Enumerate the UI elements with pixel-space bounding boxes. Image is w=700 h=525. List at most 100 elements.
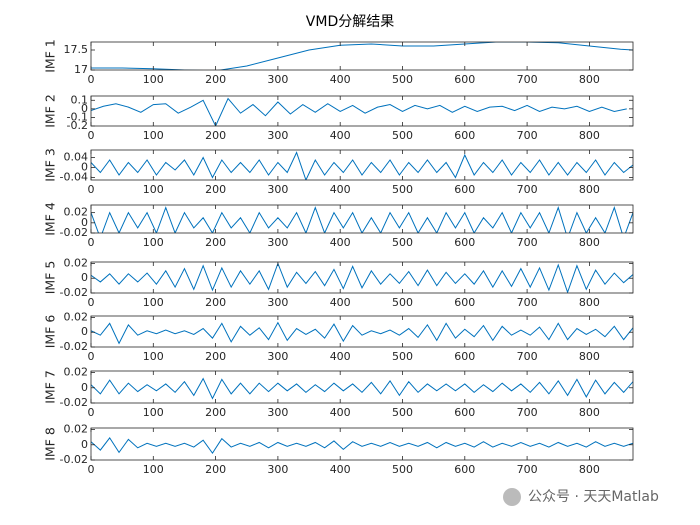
- x-tick-label: 800: [579, 463, 600, 476]
- x-tick-label: 500: [392, 463, 413, 476]
- y-axis-label: IMF 7: [43, 370, 58, 404]
- axes-background: [91, 371, 633, 403]
- y-tick-label: 0: [81, 102, 88, 115]
- watermark: 公众号 · 天天Matlab: [528, 489, 659, 505]
- y-tick-label: 0: [81, 271, 88, 284]
- x-tick-label: 600: [454, 129, 475, 142]
- x-tick-label: 800: [579, 73, 600, 86]
- x-tick-label: 600: [454, 183, 475, 196]
- axes-background: [91, 42, 633, 70]
- axes-box: [90, 370, 634, 404]
- y-tick-label: 0.02: [64, 366, 89, 379]
- axes-box: [90, 41, 634, 71]
- x-tick-label: 200: [205, 350, 226, 363]
- x-tick-label: 0: [88, 236, 95, 249]
- signal-line: [91, 437, 633, 455]
- x-tick-label: 800: [579, 296, 600, 309]
- y-axis-label: IMF 8: [43, 427, 58, 461]
- y-tick-label: 0: [81, 161, 88, 174]
- x-tick-label: 100: [143, 73, 164, 86]
- y-tick-label: 0: [81, 381, 88, 394]
- y-tick-label: 17: [74, 63, 88, 76]
- y-tick-label: -0.02: [60, 286, 88, 299]
- x-tick-label: 600: [454, 350, 475, 363]
- x-tick-label: 800: [579, 183, 600, 196]
- x-tick-label: 100: [143, 129, 164, 142]
- x-tick-label: 700: [517, 406, 538, 419]
- x-tick-label: 800: [579, 236, 600, 249]
- x-tick-label: 200: [205, 296, 226, 309]
- y-axis-label: IMF 1: [43, 39, 58, 73]
- x-tick-label: 200: [205, 236, 226, 249]
- x-tick-label: 700: [517, 129, 538, 142]
- x-tick-label: 100: [143, 296, 164, 309]
- x-tick-label: 300: [267, 350, 288, 363]
- axes-box: [90, 315, 634, 348]
- y-axis-label: IMF 4: [43, 202, 58, 236]
- x-tick-label: 400: [330, 350, 351, 363]
- x-tick-label: 500: [392, 129, 413, 142]
- x-tick-label: 800: [579, 406, 600, 419]
- y-tick-label: 0: [81, 216, 88, 229]
- x-tick-label: 200: [205, 129, 226, 142]
- x-tick-label: 200: [205, 406, 226, 419]
- axes-background: [91, 316, 633, 347]
- x-tick-label: 600: [454, 463, 475, 476]
- x-tick-label: 700: [517, 73, 538, 86]
- signal-line: [91, 42, 633, 70]
- signal-line: [91, 205, 633, 233]
- y-tick-label: 0.04: [64, 151, 89, 164]
- x-tick-label: 800: [579, 129, 600, 142]
- y-tick-label: -0.02: [60, 453, 88, 466]
- axes-box: [90, 204, 634, 234]
- x-tick-label: 200: [205, 463, 226, 476]
- x-tick-label: 500: [392, 183, 413, 196]
- x-tick-label: 500: [392, 350, 413, 363]
- x-tick-label: 200: [205, 73, 226, 86]
- x-tick-label: 0: [88, 296, 95, 309]
- x-tick-label: 100: [143, 236, 164, 249]
- x-tick-label: 300: [267, 183, 288, 196]
- y-tick-label: 17.5: [64, 43, 89, 56]
- x-tick-label: 400: [330, 183, 351, 196]
- axes-background: [91, 428, 633, 460]
- axes-box: [90, 95, 634, 127]
- x-tick-label: 400: [330, 463, 351, 476]
- y-tick-label: -0.2: [67, 119, 88, 132]
- watermark-icon: [503, 488, 521, 506]
- x-tick-label: 700: [517, 183, 538, 196]
- signal-line: [91, 377, 633, 400]
- x-tick-label: 500: [392, 406, 413, 419]
- x-tick-label: 0: [88, 73, 95, 86]
- x-tick-label: 800: [579, 350, 600, 363]
- x-tick-label: 600: [454, 73, 475, 86]
- y-tick-label: 0.02: [64, 206, 89, 219]
- chart-title: VMD分解结果: [306, 14, 394, 30]
- x-tick-label: 300: [267, 236, 288, 249]
- signal-line: [91, 262, 633, 293]
- y-axis-label: IMF 5: [43, 261, 58, 295]
- x-tick-label: 600: [454, 406, 475, 419]
- y-tick-label: 0.02: [64, 423, 89, 436]
- x-tick-label: 100: [143, 183, 164, 196]
- y-axis-label: IMF 6: [43, 315, 58, 349]
- axes-box: [90, 427, 634, 461]
- y-tick-label: -0.02: [60, 340, 88, 353]
- y-tick-label: 0.1: [71, 93, 89, 106]
- x-tick-label: 100: [143, 463, 164, 476]
- x-tick-label: 400: [330, 73, 351, 86]
- signal-line: [91, 321, 633, 345]
- x-tick-label: 0: [88, 183, 95, 196]
- x-tick-label: 400: [330, 296, 351, 309]
- y-tick-label: 0: [81, 325, 88, 338]
- y-tick-label: -0.04: [60, 171, 88, 184]
- y-axis-label: IMF 2: [43, 94, 58, 128]
- y-tick-label: -0.02: [60, 396, 88, 409]
- x-tick-label: 300: [267, 406, 288, 419]
- x-tick-label: 400: [330, 406, 351, 419]
- y-axis-label: IMF 3: [43, 148, 58, 182]
- x-tick-label: 400: [330, 129, 351, 142]
- x-tick-label: 0: [88, 463, 95, 476]
- x-tick-label: 700: [517, 463, 538, 476]
- y-tick-label: 0: [81, 438, 88, 451]
